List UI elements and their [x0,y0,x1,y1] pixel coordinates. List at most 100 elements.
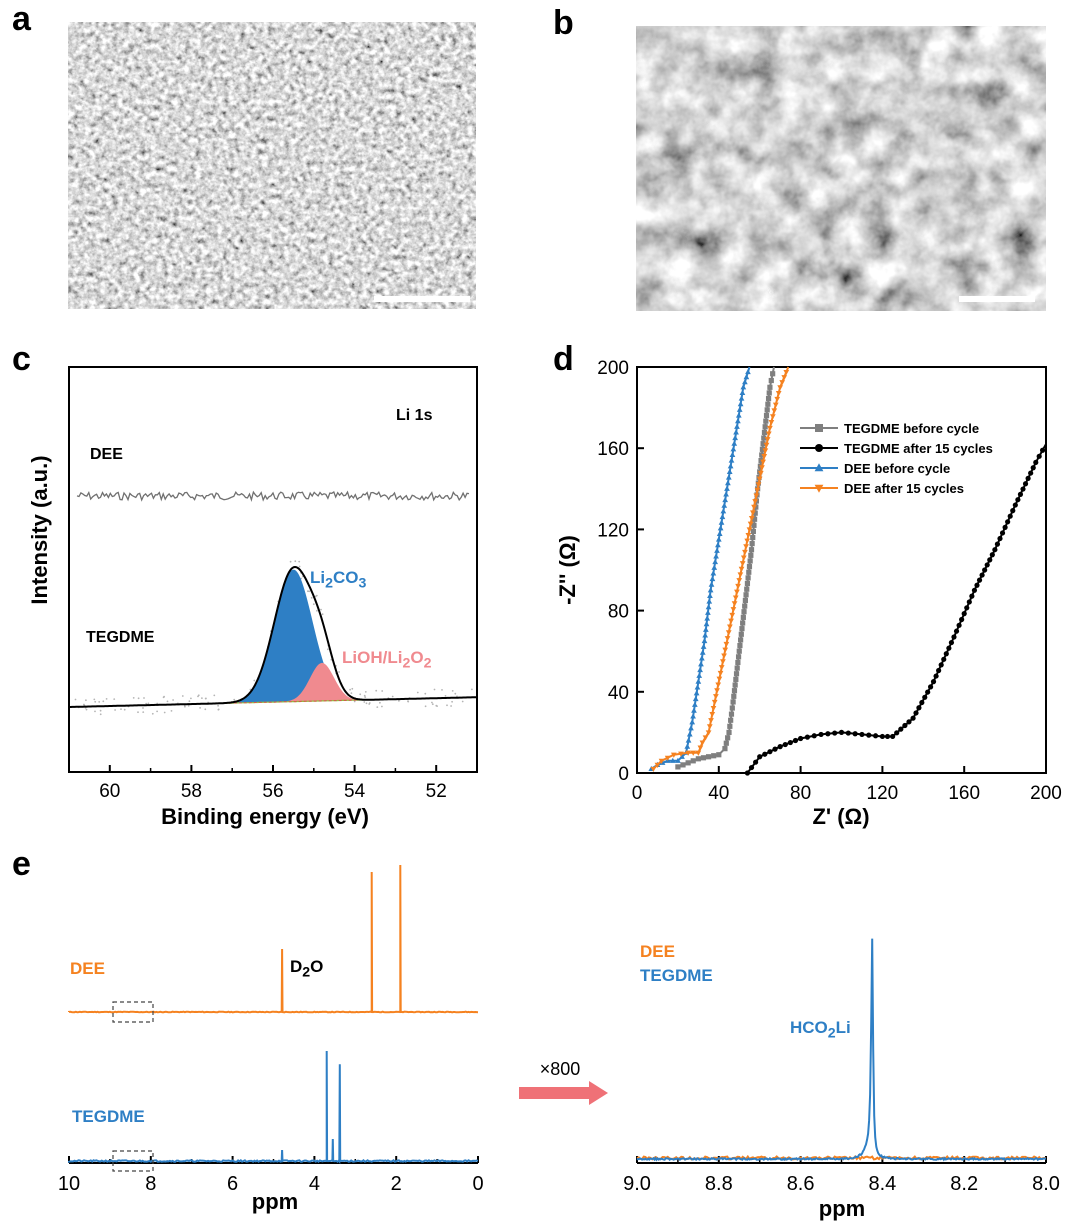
data-point [884,733,891,740]
data-point [762,448,769,454]
raw-point [364,691,367,693]
data-point [714,688,720,694]
raw-point [197,695,199,698]
sem-image-b [636,26,1046,311]
raw-point [363,694,366,697]
raw-point [368,703,371,705]
data-point [695,750,702,756]
dee-xps-trace [76,490,470,502]
series-dee-after-15-cycles [650,366,790,773]
data-point [727,463,734,469]
data-point [761,429,768,436]
series-dee-before-cycle [648,366,751,772]
data-point [723,740,729,746]
x-tick-label-e-left: 6 [227,1173,238,1195]
raw-point [114,709,116,711]
data-point [815,444,823,452]
raw-point [451,700,453,703]
data-point [735,659,741,666]
arrow-shaft [519,1087,589,1099]
raw-point [233,698,236,701]
data-point [890,733,896,740]
x-tick-label-d: 40 [708,783,729,804]
data-point [725,474,732,480]
raw-point [298,565,301,568]
data-point [728,457,735,463]
data-point [697,745,704,751]
data-point [703,621,710,627]
x-tick-label-e-left: 4 [309,1173,320,1195]
raw-point [85,708,88,711]
data-point [747,521,754,527]
data-point [757,754,763,760]
raw-point [359,693,362,696]
data-point [690,758,696,764]
raw-point [364,696,367,698]
data-point [736,406,743,412]
data-point [741,609,747,615]
data-point [717,670,724,677]
data-point [718,519,725,525]
data-point [753,759,759,765]
raw-point [446,704,448,707]
data-point [750,510,756,516]
raw-point [123,708,126,711]
fit-envelope [69,565,477,708]
data-point [999,530,1006,536]
data-point [766,390,772,396]
x-axis-label-e-right: ppm [819,1196,865,1221]
data-point [938,662,944,668]
raw-point [424,692,427,695]
x-tick-label-c: 58 [181,781,202,802]
data-point [702,626,709,632]
data-point [764,407,770,413]
x-tick-label-e-right: 8.4 [868,1173,896,1195]
raw-point [142,711,145,713]
x-tick-label-d: 80 [790,783,811,804]
data-point [715,682,722,688]
data-point [989,552,995,558]
data-point [1015,497,1021,503]
data-point [716,752,722,758]
data-point [728,711,735,717]
data-point [719,513,726,520]
data-point [763,418,769,424]
data-point [1012,502,1018,508]
data-point [798,735,804,742]
data-point [693,690,700,696]
data-point [734,665,740,671]
data-point [669,757,676,763]
raw-point [213,694,216,697]
data-point [678,751,684,757]
data-point [705,754,712,760]
data-point [730,607,737,613]
data-point [818,731,824,738]
data-point [659,759,666,765]
x-tick-label-c: 52 [426,781,447,802]
raw-point [308,590,311,593]
data-point [872,733,879,739]
data-point [707,592,713,599]
data-point [751,522,757,528]
zoom-box-tegdme [112,1150,154,1172]
data-point [695,756,701,762]
data-point [754,487,761,494]
raw-point [201,697,203,699]
y-axis-label-d: -Z'' (Ω) [555,535,580,605]
data-point [680,762,686,768]
raw-point [184,705,186,708]
data-point [757,470,764,477]
raw-point [145,702,148,705]
data-point [765,395,772,402]
magnification-label: ×800 [540,1059,581,1079]
data-point [705,609,711,615]
x-axis-label-e-left: ppm [252,1189,298,1214]
data-point [709,712,716,718]
data-point [1002,524,1008,530]
data-point [779,380,786,386]
data-point [731,601,738,607]
data-point [742,379,748,385]
raw-point [454,692,457,695]
raw-point [74,698,77,701]
data-point [685,760,691,766]
